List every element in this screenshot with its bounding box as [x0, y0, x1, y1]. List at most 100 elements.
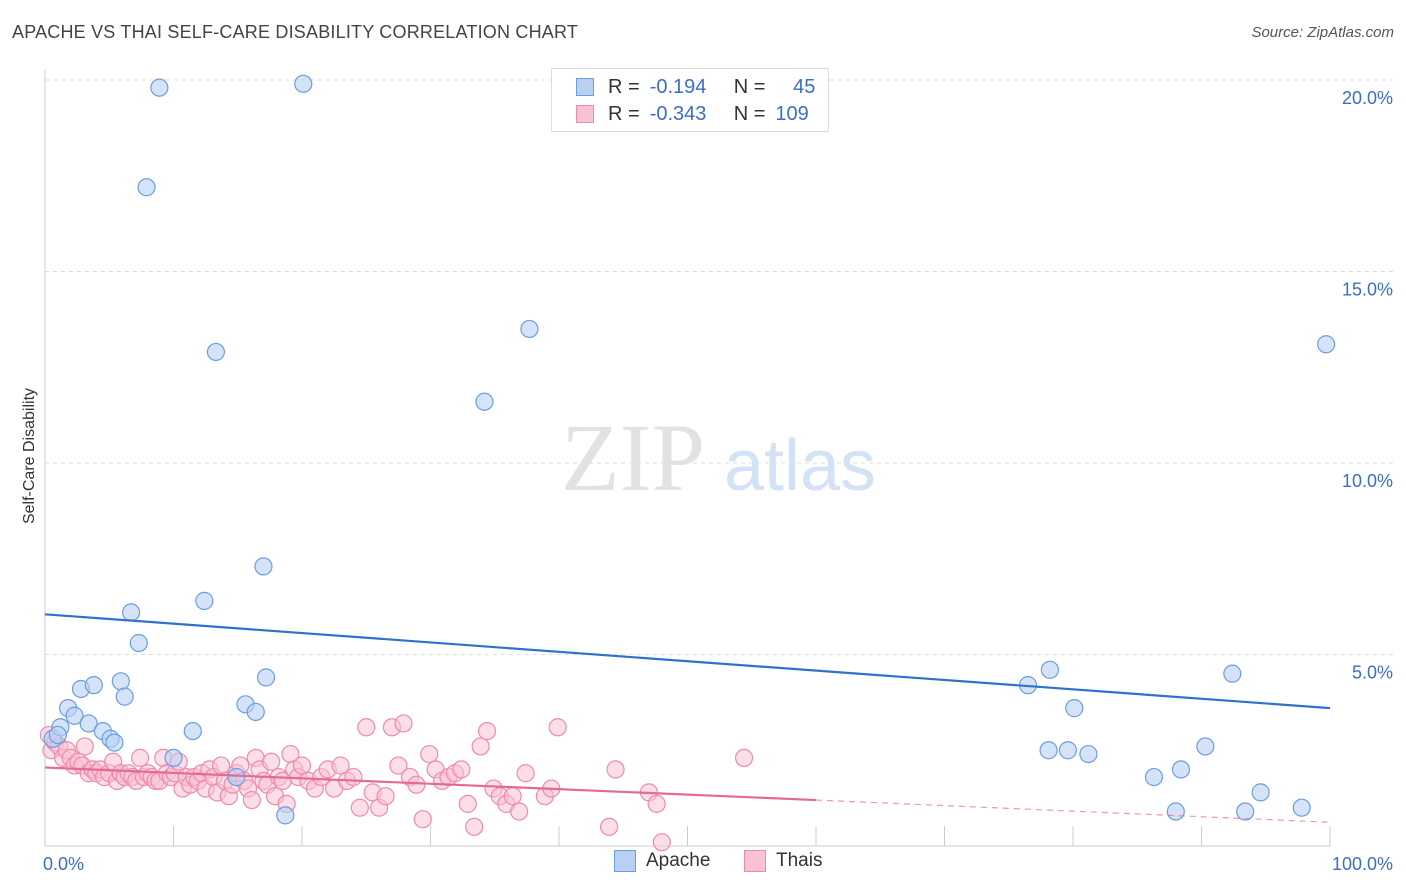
- apache-point-27: [475, 392, 494, 411]
- thai-point-86: [420, 744, 439, 764]
- legend-row-thai: R = -0.343 N = 109: [576, 101, 815, 127]
- apache-point-18: [195, 591, 214, 610]
- legend-item-thai: Thais: [744, 850, 822, 872]
- apache-point-17: [183, 721, 202, 741]
- series-legend: Apache Thais: [0, 850, 1406, 880]
- thai-point-104: [548, 718, 567, 737]
- apache-point-39: [1223, 664, 1242, 683]
- thai-point-53: [242, 790, 261, 810]
- thai-point-81: [389, 756, 408, 775]
- legend-apache-n-value: 45: [793, 75, 816, 98]
- thai-point-79: [376, 787, 395, 806]
- tick-labels: 5.0% 10.0% 15.0% 20.0% 0.0% 100.0%: [43, 88, 1393, 874]
- apache-point-16: [164, 748, 183, 768]
- apache-point-3: [65, 706, 84, 725]
- apache-point-33: [1065, 699, 1084, 718]
- apache-point-19: [206, 342, 226, 362]
- thai-point-108: [647, 794, 666, 813]
- apache-point-36: [1166, 802, 1185, 821]
- apache-point-20: [227, 767, 246, 787]
- y-tick-label-2: 15.0%: [1342, 280, 1393, 300]
- thai-point-24: [130, 748, 150, 768]
- thai-point-101: [516, 764, 535, 783]
- apache-point-30: [1039, 741, 1058, 760]
- legend-label-thai: Thais: [776, 850, 823, 871]
- thai-point-66: [292, 756, 312, 775]
- legend-box-thai: [744, 850, 766, 872]
- chart-title: APACHE VS THAI SELF-CARE DISABILITY CORR…: [12, 22, 579, 42]
- legend-thai-r-label: R =: [608, 102, 640, 125]
- apache-point-28: [520, 319, 539, 339]
- grid: [45, 79, 1395, 655]
- legend-label-apache: Apache: [646, 850, 711, 871]
- apache-point-23: [254, 557, 273, 576]
- thai-point-10: [75, 737, 94, 756]
- x-tick-label-max: 100.0%: [1332, 854, 1393, 874]
- apache-point-35: [1144, 767, 1164, 787]
- thai-trend-line-extension: [815, 799, 1331, 823]
- axes: [44, 70, 1331, 847]
- thai-point-110: [734, 748, 754, 768]
- apache-point-14: [137, 178, 156, 197]
- legend-swatch-apache: [576, 78, 594, 96]
- thai-point-106: [606, 760, 625, 779]
- apache-point-15: [150, 78, 169, 97]
- legend-thai-r-value: -0.343: [649, 102, 707, 125]
- apache-point-26: [294, 74, 313, 93]
- thai-point-75: [350, 798, 369, 817]
- legend-row-apache: R = -0.194 N = 45: [576, 74, 815, 100]
- thai-point-99: [503, 787, 522, 806]
- thai-point-100: [510, 802, 529, 821]
- thai-point-105: [600, 817, 619, 836]
- apache-point-43: [1317, 335, 1336, 354]
- apache-point-38: [1196, 737, 1215, 756]
- apache-point-41: [1251, 783, 1270, 802]
- legend-thai-n-label: N =: [733, 102, 766, 125]
- apache-point-25: [276, 806, 295, 825]
- legend-apache-r-value: -0.194: [649, 75, 707, 98]
- apache-point-12: [121, 603, 141, 622]
- thai-point-74: [344, 767, 363, 787]
- watermark-atlas: atlas: [724, 426, 876, 506]
- thai-point-58: [262, 752, 281, 771]
- thai-point-109: [652, 833, 671, 852]
- apache-point-5: [79, 714, 98, 733]
- apache-point-11: [115, 687, 134, 706]
- legend-apache-r-label: R =: [608, 75, 640, 98]
- watermark: ZIP atlas: [561, 404, 876, 511]
- thai-trend-line: [44, 766, 817, 802]
- legend-thai-n-value: 109: [775, 102, 809, 125]
- apache-point-40: [1236, 802, 1255, 821]
- apache-trend-line: [44, 613, 1331, 710]
- thai-point-72: [331, 756, 350, 775]
- apache-point-24: [256, 668, 276, 687]
- y-tick-label-0: 5.0%: [1352, 663, 1393, 683]
- apache-point-37: [1171, 760, 1191, 779]
- apache-point-42: [1292, 798, 1311, 817]
- thai-point-85: [413, 810, 432, 829]
- thai-point-91: [452, 760, 471, 779]
- thai-point-76: [357, 718, 376, 737]
- thai-point-94: [471, 737, 490, 756]
- legend-swatch-thai: [576, 105, 594, 123]
- apache-point-32: [1058, 741, 1077, 760]
- apache-point-22: [246, 702, 265, 722]
- legend-box-apache: [614, 850, 636, 872]
- thai-point-92: [458, 794, 477, 813]
- thai-point-84: [407, 775, 426, 794]
- apache-point-31: [1040, 660, 1059, 679]
- correlation-legend: R = -0.194 N = 45 R = -0.343 N = 109: [551, 68, 829, 132]
- thai-point-93: [465, 817, 484, 836]
- apache-point-9: [105, 733, 124, 752]
- y-tick-label-1: 10.0%: [1342, 471, 1393, 491]
- x-tick-label-min: 0.0%: [43, 854, 84, 874]
- apache-point-6: [84, 676, 103, 695]
- source-label: Source: ZipAtlas.com: [1251, 24, 1394, 41]
- legend-apache-n-label: N =: [733, 75, 766, 98]
- thai-point-82: [394, 714, 413, 733]
- thai-point-95: [477, 721, 497, 741]
- legend-item-apache: Apache: [614, 850, 710, 872]
- apache-point-10: [111, 672, 130, 691]
- trend-lines: [44, 613, 1331, 823]
